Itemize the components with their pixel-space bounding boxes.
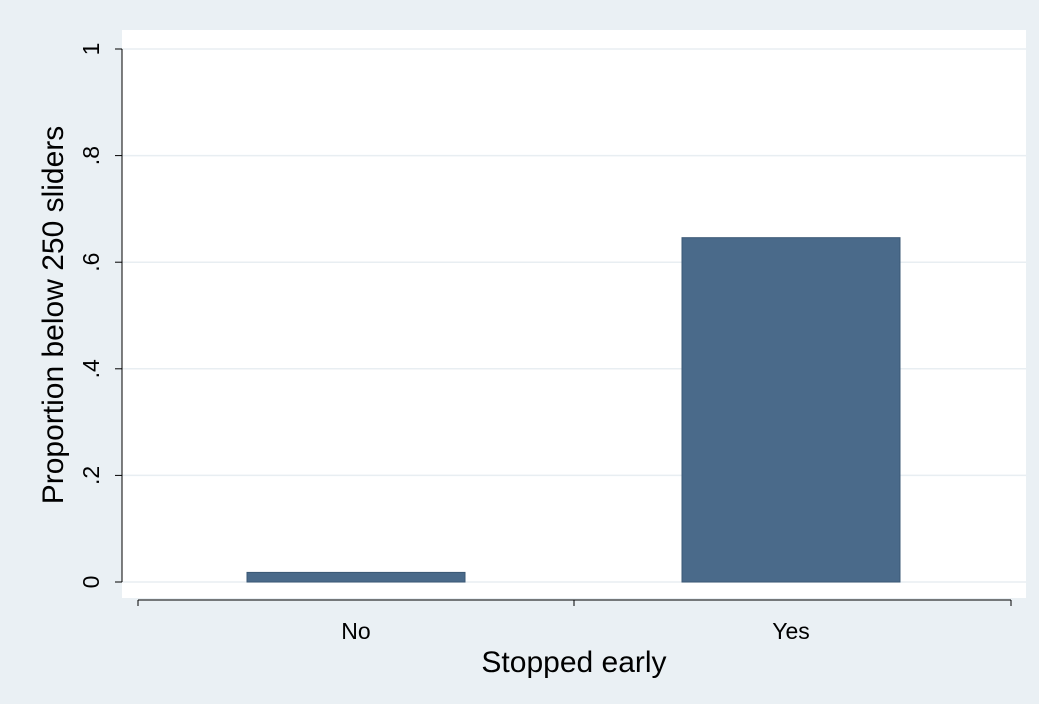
y-tick-label: .4 [78, 359, 104, 378]
y-tick-label: 0 [78, 576, 104, 589]
y-tick-label: .2 [78, 466, 104, 485]
x-axis-title: Stopped early [481, 646, 666, 679]
y-axis-title: Proportion below 250 sliders [37, 126, 70, 505]
axes: 0 .2 .4 .6 .8 1 No Yes [78, 43, 1012, 644]
y-tick-label: .6 [78, 253, 104, 272]
y-tick-label: 1 [78, 43, 104, 56]
bar-yes [681, 237, 901, 583]
x-tick-label: Yes [772, 618, 810, 644]
bars [246, 237, 901, 583]
y-tick-label: .8 [78, 146, 104, 165]
bar-no [246, 571, 466, 583]
x-tick-label: No [341, 618, 370, 644]
